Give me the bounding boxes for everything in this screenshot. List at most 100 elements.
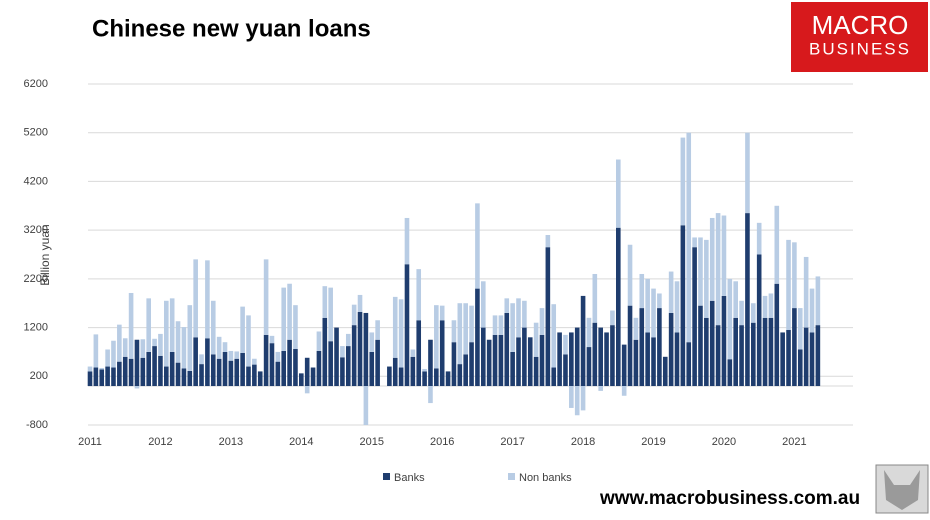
bar <box>246 315 251 367</box>
bar <box>281 350 287 387</box>
bar <box>357 311 363 387</box>
bar <box>152 338 157 347</box>
bar <box>187 370 193 387</box>
bar <box>216 336 222 359</box>
x-tick-label: 2014 <box>289 436 313 448</box>
bar <box>351 325 357 387</box>
bar <box>563 354 568 387</box>
bar <box>574 386 580 416</box>
bar <box>222 342 228 352</box>
x-tick-label: 2013 <box>219 436 243 448</box>
bar <box>205 338 210 387</box>
bar <box>175 321 181 363</box>
bar <box>310 367 316 387</box>
bar <box>269 343 275 387</box>
bar <box>322 286 328 318</box>
bar <box>210 354 216 387</box>
bar <box>586 347 592 387</box>
bar <box>504 298 510 313</box>
bar <box>645 332 650 387</box>
bar <box>345 333 351 347</box>
bar <box>164 300 169 367</box>
bar <box>99 368 105 370</box>
x-tick-label: 2015 <box>360 436 384 448</box>
footer-url: www.macrobusiness.com.au <box>599 488 860 509</box>
bar <box>416 320 422 387</box>
bar <box>293 349 298 387</box>
logo-image <box>884 470 920 510</box>
bar <box>721 215 727 296</box>
bar <box>398 299 404 368</box>
bar <box>234 351 240 359</box>
bar <box>134 339 140 387</box>
bar <box>316 350 322 387</box>
bar <box>369 351 375 387</box>
bar <box>410 356 416 387</box>
bar <box>586 317 592 348</box>
bar <box>492 315 498 335</box>
bar <box>527 337 533 387</box>
bar <box>287 283 292 340</box>
bar <box>404 264 410 387</box>
bar <box>809 288 815 333</box>
y-tick-label: 3200 <box>24 224 48 236</box>
bar <box>733 281 738 318</box>
bar <box>93 367 99 387</box>
x-tick-label: 2019 <box>641 436 665 448</box>
bar <box>774 205 780 284</box>
bar <box>169 298 175 352</box>
bar <box>739 300 744 326</box>
bar <box>158 355 163 387</box>
bar <box>122 338 128 357</box>
bar <box>134 386 140 389</box>
bar <box>457 303 463 365</box>
bar <box>105 366 110 387</box>
bar <box>698 305 703 387</box>
bar <box>351 304 357 326</box>
bar <box>715 325 721 387</box>
y-axis-label: Billion yuan <box>38 224 52 285</box>
bar <box>680 225 686 387</box>
bar <box>768 293 774 318</box>
bar <box>610 325 615 387</box>
bar <box>756 254 762 387</box>
bar <box>357 294 363 312</box>
bar <box>316 331 322 351</box>
bar <box>334 327 339 387</box>
bar <box>668 271 674 313</box>
bar <box>263 259 269 335</box>
bar <box>410 349 416 357</box>
bar <box>146 351 151 387</box>
bar <box>275 351 281 362</box>
bar <box>128 292 134 359</box>
bar <box>745 132 750 214</box>
x-tick-label: 2011 <box>78 436 102 448</box>
bar <box>639 308 645 387</box>
bar <box>797 308 803 350</box>
bar <box>627 244 633 306</box>
bar <box>93 334 99 368</box>
bar <box>287 339 292 387</box>
bar <box>616 227 621 387</box>
bar <box>686 132 692 343</box>
bar <box>199 354 204 365</box>
bar <box>387 366 392 387</box>
bar <box>498 334 504 387</box>
bar <box>633 317 639 340</box>
bar <box>657 308 662 387</box>
bar <box>210 300 216 355</box>
bar <box>392 357 398 387</box>
bar <box>99 369 105 387</box>
bar <box>604 332 609 387</box>
bar <box>193 259 198 338</box>
bar <box>639 273 645 309</box>
bar <box>674 281 680 333</box>
bar <box>340 346 345 358</box>
bar <box>293 305 298 350</box>
bar <box>815 276 821 326</box>
bar <box>469 305 474 343</box>
bar <box>598 327 603 387</box>
bar <box>803 256 809 328</box>
bar <box>739 325 744 387</box>
bar <box>786 330 791 387</box>
